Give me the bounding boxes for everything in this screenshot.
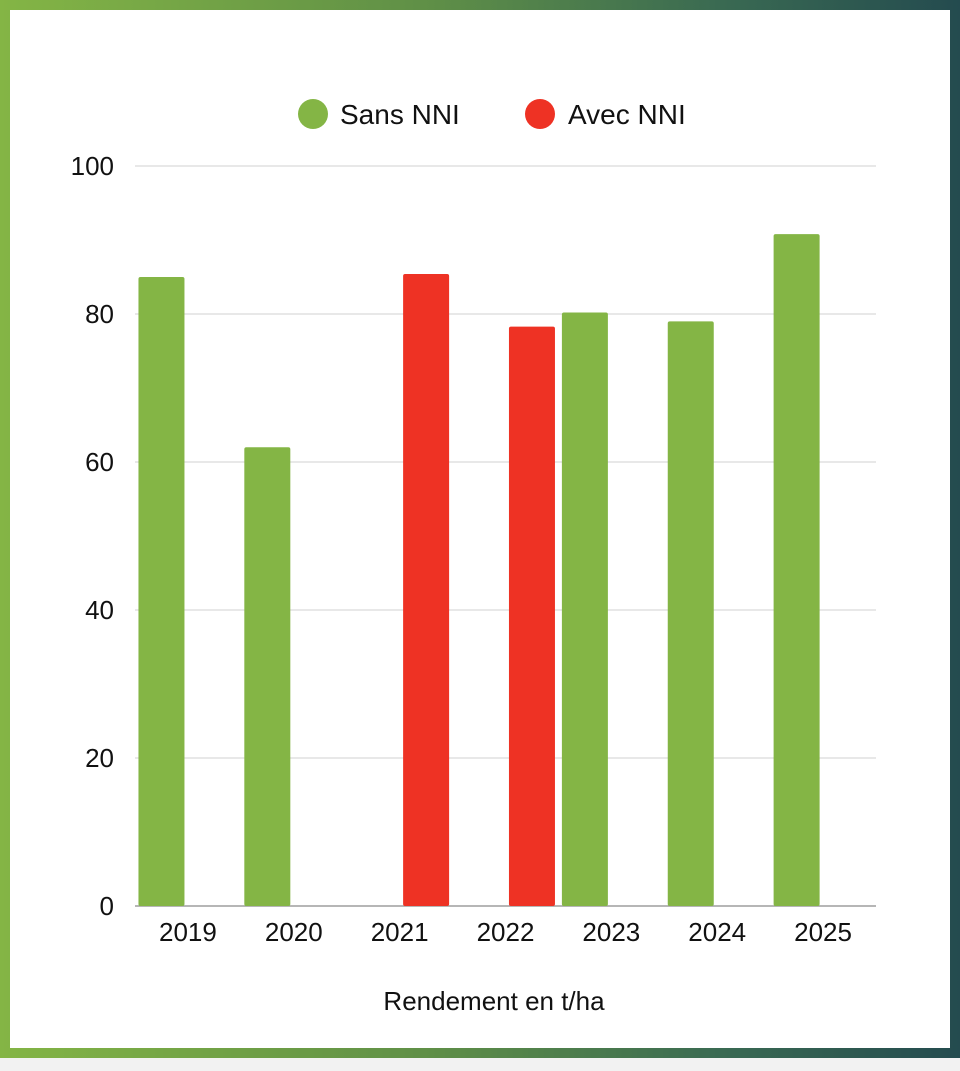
chart-panel: Sans NNI Avec NNI 0 20 40 60 80 100 2019 2020 20… (10, 10, 950, 1048)
y-tick-label: 20 (85, 743, 114, 773)
y-axis: 0 20 40 60 80 100 (71, 151, 114, 921)
bar-avec-nni-2022 (508, 326, 555, 907)
bars (138, 234, 820, 907)
x-axis-title: Rendement en t/ha (383, 986, 605, 1016)
bar-avec-nni-2021 (403, 274, 450, 906)
x-axis: 2019 2020 2021 2022 2023 2024 2025 (159, 917, 852, 947)
y-tick-label: 80 (85, 299, 114, 329)
y-tick-label: 0 (100, 891, 114, 921)
legend-label: Sans NNI (340, 99, 460, 130)
x-tick-label: 2022 (477, 917, 535, 947)
bar-sans-nni-2023 (561, 312, 608, 906)
legend-swatch (298, 99, 328, 129)
x-tick-label: 2021 (371, 917, 429, 947)
legend-swatch (525, 99, 555, 129)
x-tick-label: 2024 (688, 917, 746, 947)
x-tick-label: 2025 (794, 917, 852, 947)
x-tick-label: 2023 (582, 917, 640, 947)
legend-label: Avec NNI (568, 99, 686, 130)
y-tick-label: 60 (85, 447, 114, 477)
bar-sans-nni-2025 (773, 234, 820, 906)
x-tick-label: 2020 (265, 917, 323, 947)
x-tick-label: 2019 (159, 917, 217, 947)
bar-sans-nni-2019 (138, 277, 185, 906)
y-tick-label: 100 (71, 151, 114, 181)
bar-sans-nni-2024 (667, 321, 714, 906)
bar-sans-nni-2020 (244, 447, 291, 906)
y-tick-label: 40 (85, 595, 114, 625)
legend: Sans NNI Avec NNI (298, 99, 686, 130)
